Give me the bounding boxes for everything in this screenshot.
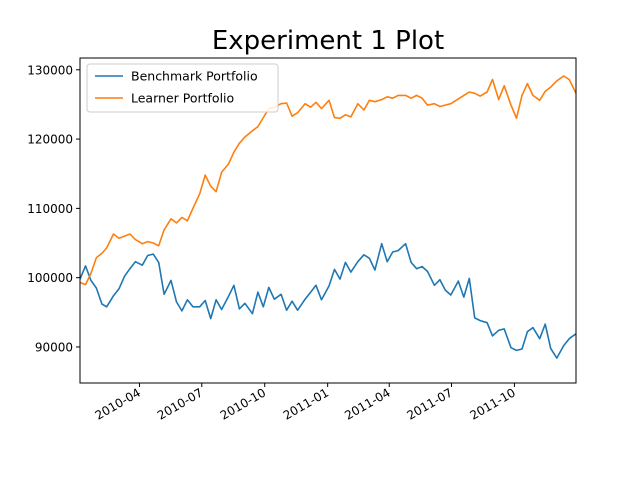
legend-label-benchmark: Benchmark Portfolio xyxy=(131,69,258,84)
y-tick-label: 90000 xyxy=(35,340,73,354)
series-layer xyxy=(80,75,576,359)
legend: Benchmark Portfolio Learner Portfolio xyxy=(86,63,279,113)
y-tick-label: 120000 xyxy=(27,133,73,147)
series-line-benchmark xyxy=(80,242,576,359)
chart-title: Experiment 1 Plot xyxy=(212,26,444,56)
y-tick-label: 100000 xyxy=(27,271,73,285)
series-line-learner xyxy=(80,75,576,286)
legend-box xyxy=(86,63,279,113)
y-tick-label: 130000 xyxy=(27,63,73,77)
legend-label-learner: Learner Portfolio xyxy=(131,91,234,106)
y-tick-label: 110000 xyxy=(27,202,73,216)
